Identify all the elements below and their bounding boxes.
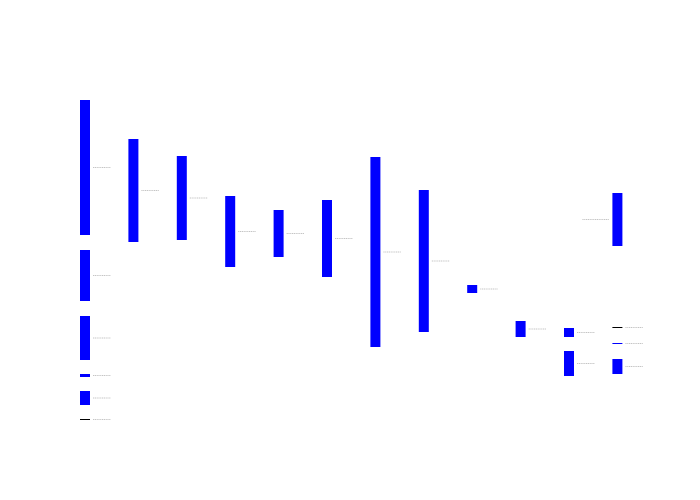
bar-16	[564, 328, 574, 337]
bar-2	[80, 250, 90, 301]
bar-14	[467, 285, 478, 293]
bar-8	[176, 156, 187, 240]
bar-5	[80, 391, 90, 405]
bar-11	[322, 200, 332, 277]
bar-13	[418, 190, 429, 332]
bar-7	[128, 139, 139, 242]
bar-10	[273, 210, 284, 257]
bar-18	[612, 193, 623, 246]
bar-15	[515, 321, 526, 337]
bar-6	[80, 419, 90, 420]
bar-4	[80, 374, 90, 377]
bar-9	[225, 196, 236, 267]
bar-12	[370, 157, 381, 347]
bar-1	[80, 100, 90, 235]
bar-3	[80, 316, 90, 360]
bar-19	[612, 327, 623, 328]
bar-17	[564, 351, 574, 376]
bar-21	[612, 359, 623, 374]
bar-20	[612, 343, 623, 344]
